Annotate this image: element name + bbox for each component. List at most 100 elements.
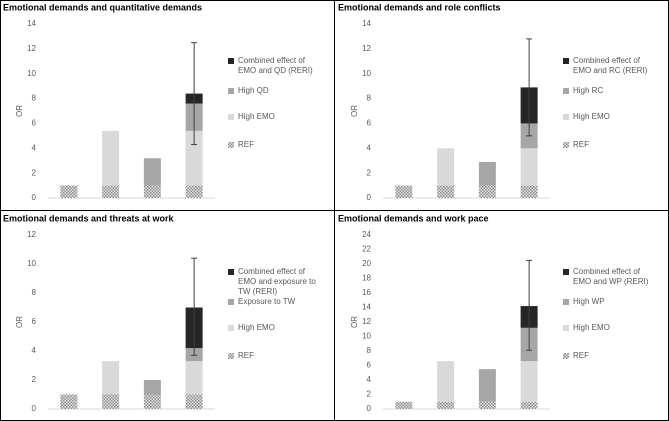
y-tick-label: 18 — [362, 274, 371, 283]
legend-label: Exposure to TW — [238, 297, 296, 306]
bar-segment — [395, 185, 413, 198]
legend-swatch — [563, 58, 569, 64]
y-tick-label: 20 — [362, 259, 371, 268]
bar-segment — [185, 185, 203, 198]
y-tick-label: 0 — [367, 193, 372, 202]
legend-entry: High EMO — [563, 112, 655, 122]
legend-label: High EMO — [238, 323, 275, 332]
bar-segment — [437, 361, 455, 402]
legend-swatch — [228, 299, 234, 305]
legend-swatch — [228, 353, 234, 359]
legend-entry: Combined effect of EMO and WP (RERI) — [563, 267, 655, 287]
bar-segment — [437, 148, 455, 186]
y-tick-label: 14 — [362, 19, 371, 28]
y-tick-label: 2 — [32, 375, 37, 384]
y-tick-label: 16 — [362, 288, 371, 297]
legend-label: REF — [238, 351, 254, 360]
y-tick-label: 8 — [367, 346, 372, 355]
bar-segment — [478, 369, 496, 402]
y-tick-label: 0 — [32, 193, 37, 202]
y-tick-label: 6 — [367, 361, 372, 370]
legend-swatch — [563, 299, 569, 305]
error-bar — [526, 259, 533, 351]
panel: Emotional demands and work paceOR0246810… — [338, 213, 550, 413]
legend-label: High EMO — [573, 323, 610, 332]
legend-entry: REF — [228, 351, 320, 361]
legend-entry: Combined effect of EMO and QD (RERI) — [228, 56, 320, 76]
legend-entry: REF — [228, 140, 320, 150]
legend-entry: High QD — [228, 86, 320, 96]
bar-segment — [143, 380, 161, 395]
bar-segment — [102, 361, 120, 395]
y-tick-label: 14 — [362, 303, 371, 312]
y-tick-label: 10 — [27, 259, 36, 268]
legend-label: High EMO — [238, 112, 275, 121]
bar-segment — [478, 161, 496, 186]
y-tick-label: 12 — [27, 44, 36, 53]
y-tick-label: 4 — [32, 346, 37, 355]
y-tick-label: 22 — [362, 245, 371, 254]
bar-segment — [437, 185, 455, 198]
legend-entry: REF — [563, 140, 655, 150]
legend-label: REF — [238, 140, 254, 149]
y-tick-label: 2 — [367, 168, 372, 177]
legend-entry: Exposure to TW — [228, 297, 320, 307]
y-axis-label: OR — [15, 316, 24, 328]
bar-segment — [478, 401, 496, 409]
legend-label: REF — [573, 140, 589, 149]
legend-entry: High RC — [563, 86, 655, 96]
bar-segment — [520, 361, 538, 402]
panel: Emotional demands and quantitative deman… — [3, 2, 215, 202]
bar-segment — [437, 401, 455, 409]
y-tick-label: 10 — [27, 69, 36, 78]
legend-label: High QD — [238, 86, 269, 95]
bar-segment — [102, 130, 120, 186]
y-tick-label: 8 — [367, 94, 372, 103]
legend-label: Combined effect of EMO and RC (RERI) — [573, 56, 648, 75]
y-tick-label: 6 — [32, 119, 37, 128]
panel: Emotional demands and threats at work OR 0… — [3, 213, 215, 413]
y-axis-label: OR — [350, 105, 359, 117]
y-tick-label: 10 — [362, 69, 371, 78]
y-axis-label: OR — [350, 316, 359, 328]
legend-swatch — [563, 353, 569, 359]
y-tick-label: 0 — [367, 404, 372, 413]
bar-segment — [520, 148, 538, 186]
legend-swatch — [563, 88, 569, 94]
y-tick-label: 8 — [32, 288, 37, 297]
bar-segment — [185, 394, 203, 409]
legend-swatch — [228, 88, 234, 94]
y-tick-label: 12 — [362, 44, 371, 53]
legend-entry: High WP — [563, 297, 655, 307]
bar-segment — [478, 185, 496, 198]
legend-label: Combined effect of EMO and QD (RERI) — [238, 56, 313, 75]
legend-swatch — [563, 325, 569, 331]
legend-swatch — [563, 142, 569, 148]
legend-entry: Combined effect of EMO and exposure to T… — [228, 267, 320, 297]
legend-swatch — [228, 269, 234, 275]
legend-swatch — [228, 114, 234, 120]
bar-segment — [143, 158, 161, 186]
legend-entry: High EMO — [228, 323, 320, 333]
chart-title: Emotional demands and work pace — [338, 213, 489, 223]
legend-label: Combined effect of EMO and WP (RERI) — [573, 267, 649, 286]
bar-segment — [520, 401, 538, 409]
y-tick-label: 0 — [32, 404, 37, 413]
bar-segment — [143, 185, 161, 198]
legend-entry: REF — [563, 351, 655, 361]
bar-segment — [395, 401, 413, 409]
legend-entry: Combined effect of EMO and RC (RERI) — [563, 56, 655, 76]
bar-segment — [143, 394, 161, 409]
y-tick-label: 12 — [27, 230, 36, 239]
y-tick-label: 12 — [362, 317, 371, 326]
chart-title: Emotional demands and threats at work — [3, 213, 175, 223]
legend-entry: High EMO — [563, 323, 655, 333]
y-tick-label: 6 — [32, 317, 37, 326]
y-tick-label: 6 — [367, 119, 372, 128]
bar-segment — [102, 185, 120, 198]
legend-swatch — [563, 269, 569, 275]
legend-label: High EMO — [573, 112, 610, 121]
legend-label: REF — [573, 351, 589, 360]
